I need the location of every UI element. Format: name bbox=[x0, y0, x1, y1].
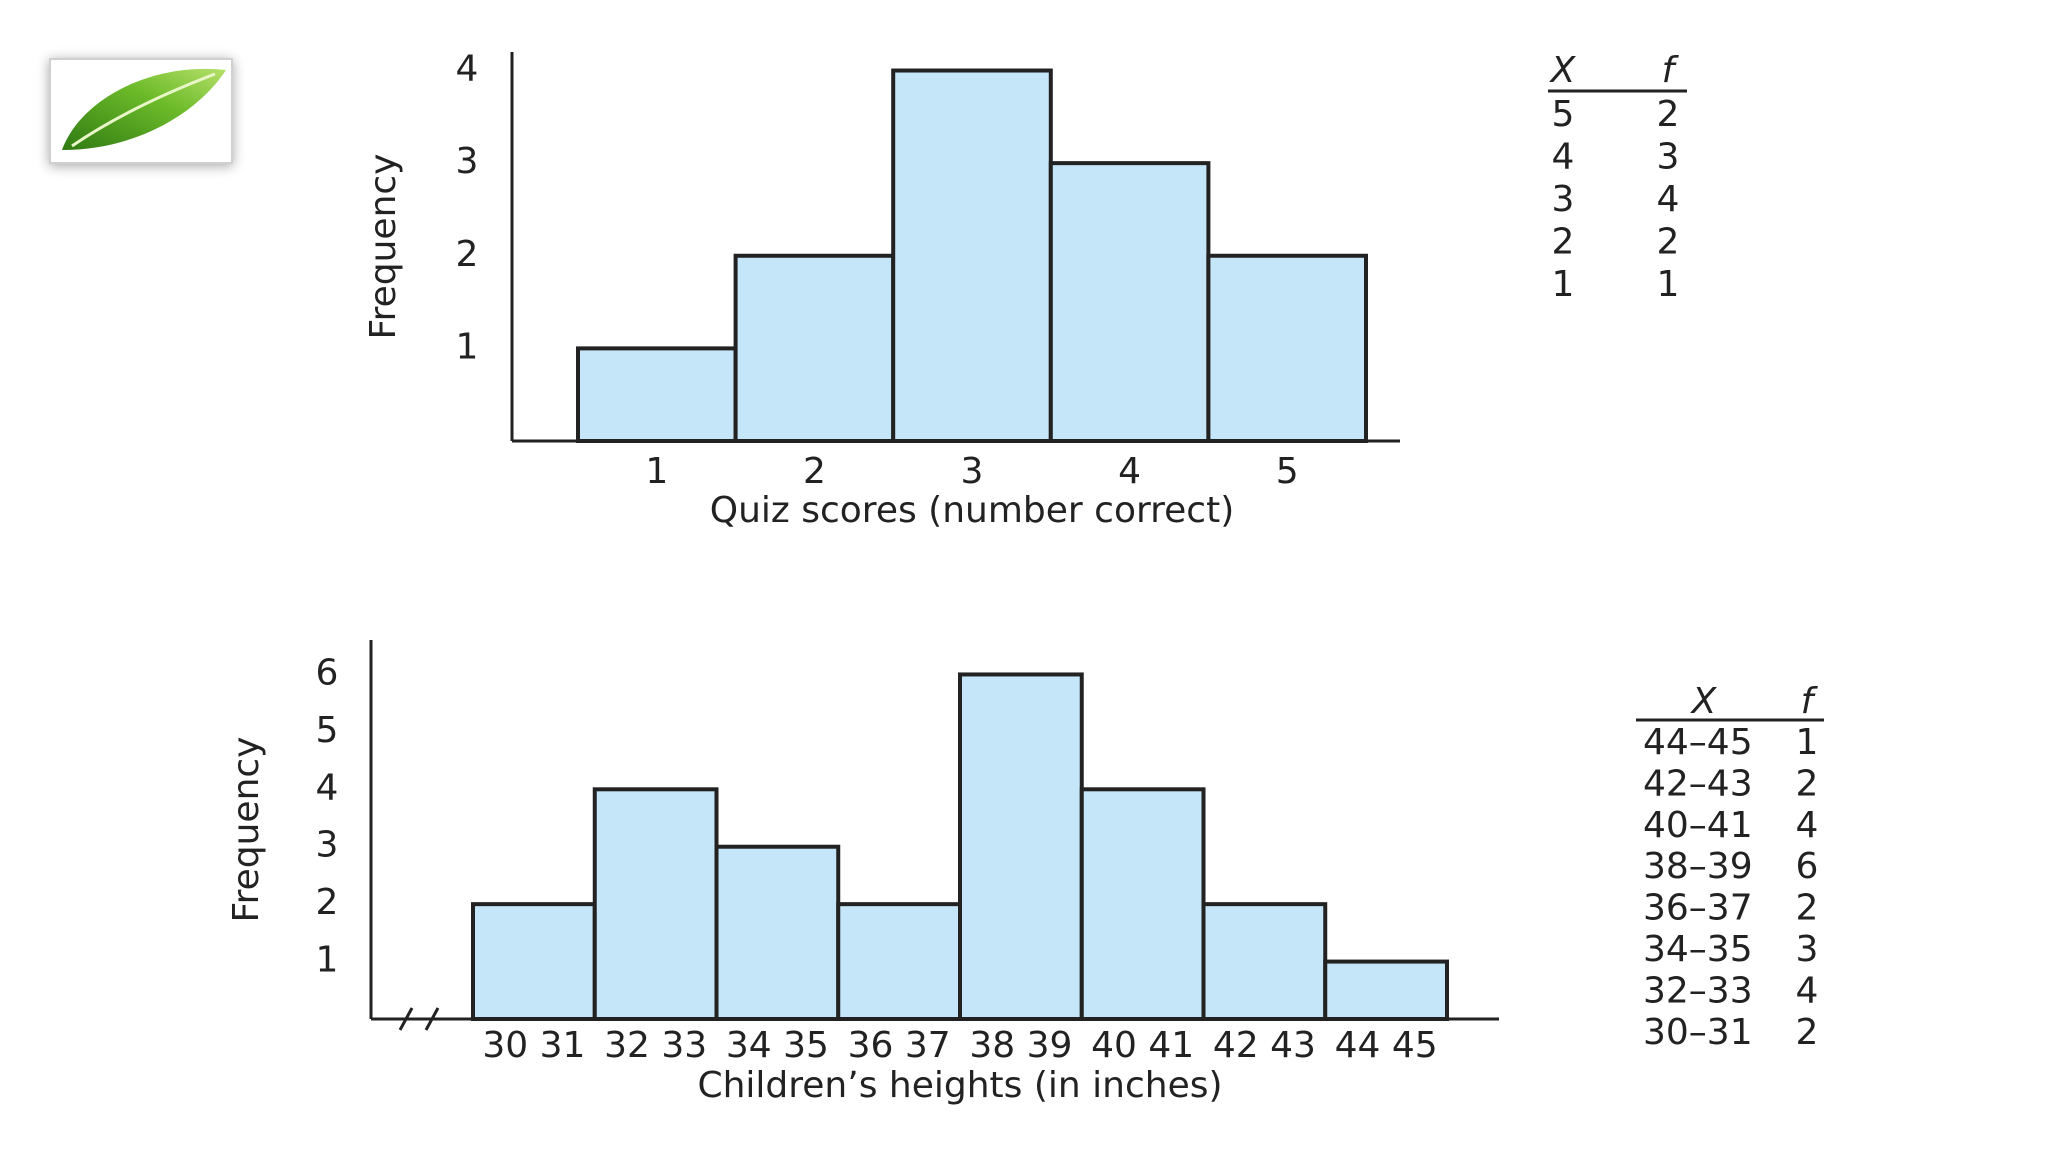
table-cell: 3 bbox=[1796, 929, 1819, 970]
x-tick-label: 38 39 bbox=[969, 1025, 1072, 1066]
x-tick-label: 32 33 bbox=[604, 1025, 707, 1066]
table-cell: 2 bbox=[1796, 1012, 1819, 1053]
table-cell: 5 bbox=[1552, 94, 1575, 135]
x-tick-label: 44 45 bbox=[1335, 1025, 1438, 1066]
table-cell: 4 bbox=[1796, 970, 1819, 1011]
x-tick-label: 4 bbox=[1118, 451, 1141, 492]
table-header: f bbox=[1662, 50, 1680, 91]
table-cell: 34–35 bbox=[1643, 929, 1753, 970]
y-tick-label: 1 bbox=[316, 940, 339, 981]
bar bbox=[958, 672, 1084, 1021]
bar bbox=[836, 902, 962, 1021]
x-tick-label: 30 31 bbox=[482, 1025, 585, 1066]
table-header: X bbox=[1549, 50, 1577, 91]
table-cell: 38–39 bbox=[1643, 846, 1753, 887]
table-cell: 2 bbox=[1796, 763, 1819, 804]
table-cell: 2 bbox=[1657, 94, 1680, 135]
table-cell: 6 bbox=[1796, 846, 1819, 887]
table-cell: 2 bbox=[1657, 222, 1680, 263]
table-cell: 44–45 bbox=[1643, 722, 1753, 763]
table-cell: 42–43 bbox=[1643, 763, 1753, 804]
table-header: X bbox=[1690, 681, 1718, 722]
bar bbox=[891, 68, 1053, 444]
table-cell: 3 bbox=[1552, 179, 1575, 220]
table-cell: 1 bbox=[1657, 264, 1680, 305]
y-tick-label: 5 bbox=[316, 710, 339, 751]
x-axis-title: Quiz scores (number correct) bbox=[710, 490, 1235, 531]
x-tick-label: 34 35 bbox=[726, 1025, 829, 1066]
bar bbox=[1201, 902, 1328, 1021]
table-cell: 4 bbox=[1552, 137, 1575, 178]
bar bbox=[733, 253, 896, 443]
x-tick-label: 42 43 bbox=[1213, 1025, 1316, 1066]
bar bbox=[471, 902, 597, 1021]
bar bbox=[576, 346, 738, 443]
bar bbox=[592, 787, 719, 1022]
bar bbox=[1206, 253, 1369, 443]
table-cell: 1 bbox=[1552, 264, 1575, 305]
table-cell: 36–37 bbox=[1643, 888, 1753, 929]
table-cell: 4 bbox=[1796, 805, 1819, 846]
bar bbox=[714, 844, 841, 1022]
y-tick-label: 4 bbox=[316, 767, 339, 808]
logo bbox=[49, 58, 233, 164]
table-cell: 1 bbox=[1796, 722, 1819, 763]
x-axis-title: Children’s heights (in inches) bbox=[697, 1065, 1222, 1106]
y-tick-label: 6 bbox=[316, 652, 339, 693]
bar bbox=[1048, 161, 1211, 443]
y-axis-title: Frequency bbox=[363, 154, 404, 340]
y-tick-label: 1 bbox=[456, 326, 479, 367]
x-tick-label: 40 41 bbox=[1091, 1025, 1194, 1066]
table-cell: 2 bbox=[1552, 222, 1575, 263]
bar bbox=[1323, 959, 1449, 1021]
y-tick-label: 2 bbox=[456, 234, 479, 275]
x-tick-label: 36 37 bbox=[848, 1025, 951, 1066]
bar bbox=[1079, 787, 1206, 1022]
y-tick-label: 3 bbox=[316, 825, 339, 866]
y-tick-label: 4 bbox=[456, 49, 479, 90]
x-tick-label: 1 bbox=[645, 451, 668, 492]
table-cell: 32–33 bbox=[1643, 970, 1753, 1011]
table-cell: 2 bbox=[1796, 888, 1819, 929]
x-tick-label: 2 bbox=[803, 451, 826, 492]
x-tick-label: 5 bbox=[1276, 451, 1299, 492]
y-tick-label: 3 bbox=[456, 141, 479, 182]
y-tick-label: 2 bbox=[316, 882, 339, 923]
table-cell: 3 bbox=[1657, 137, 1680, 178]
x-tick-label: 3 bbox=[961, 451, 984, 492]
table-cell: 30–31 bbox=[1643, 1012, 1753, 1053]
table-cell: 4 bbox=[1657, 179, 1680, 220]
y-axis-title: Frequency bbox=[226, 737, 267, 923]
table-header: f bbox=[1801, 681, 1819, 722]
table-cell: 40–41 bbox=[1643, 805, 1753, 846]
